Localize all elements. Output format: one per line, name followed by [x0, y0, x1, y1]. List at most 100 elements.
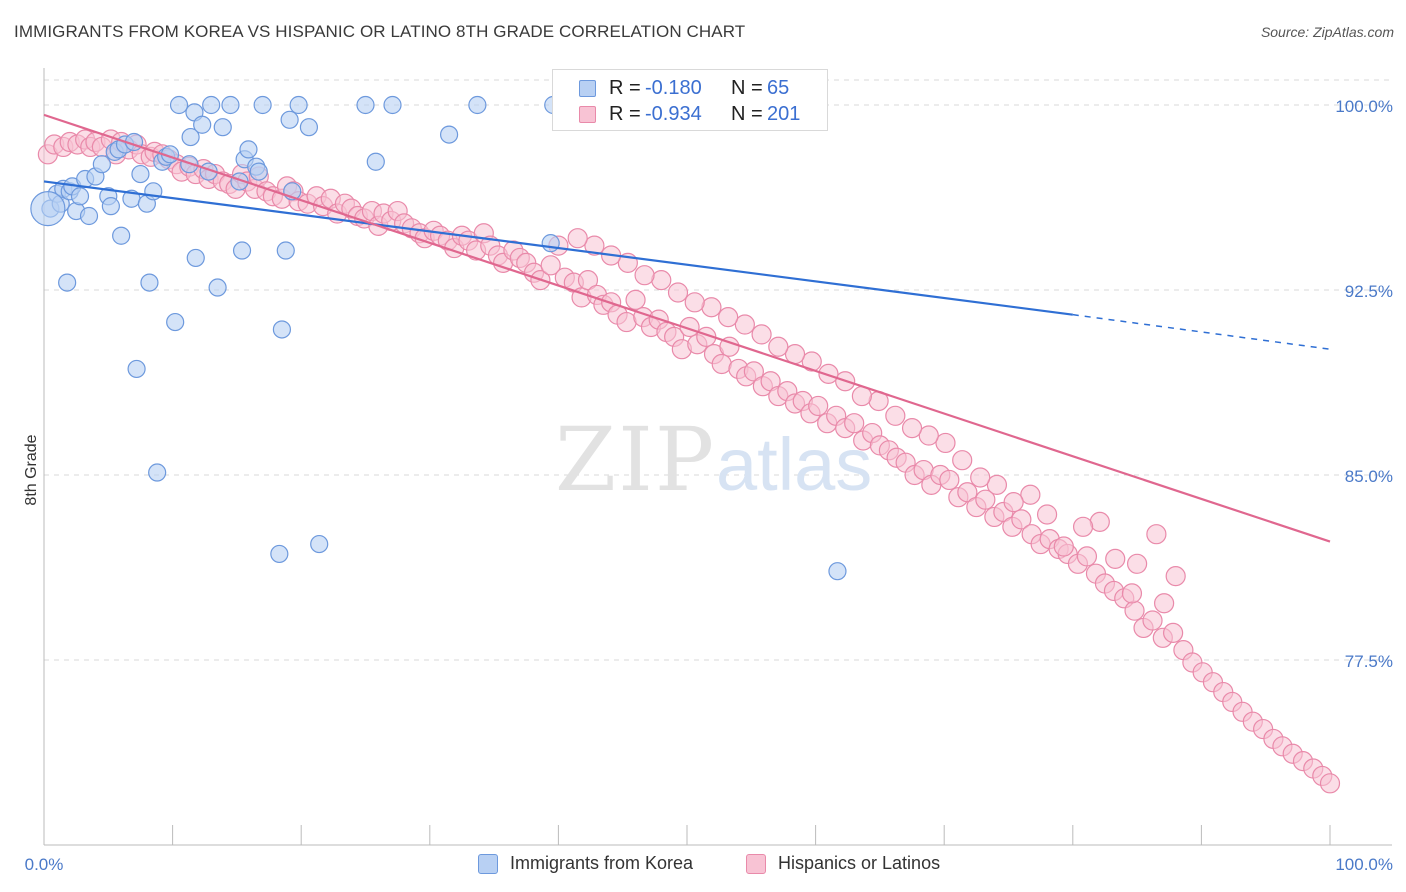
trend-line-hispanics [43, 113, 1331, 543]
point-korea [541, 234, 560, 253]
n-label: N = [731, 103, 763, 125]
point-hispanics [577, 270, 599, 291]
point-hispanics [1124, 600, 1145, 621]
point-hispanics [751, 324, 772, 345]
point-hispanics [1020, 484, 1041, 505]
y-tick-label: 92.5% [1345, 282, 1393, 301]
point-korea [202, 95, 221, 115]
point-hispanics [616, 311, 637, 333]
point-korea [101, 197, 120, 216]
point-hispanics [711, 353, 732, 375]
point-hispanics [768, 336, 789, 357]
n-value: 201 [767, 103, 801, 125]
point-korea [92, 155, 111, 174]
y-axis-title: 8th Grade [23, 434, 40, 505]
point-hispanics [667, 282, 689, 303]
point-hispanics [1053, 536, 1074, 557]
point-hispanics [684, 292, 705, 313]
legend-label: Immigrants from Korea [510, 853, 694, 873]
point-korea [299, 118, 319, 137]
point-hispanics [651, 270, 672, 291]
korea-swatch [478, 854, 498, 874]
n-label: N = [731, 77, 763, 99]
point-korea [276, 241, 295, 260]
point-korea [221, 95, 240, 115]
trend-lines [43, 113, 1331, 543]
trend-line-korea-extension [1072, 313, 1331, 350]
y-tick-label: 100.0% [1335, 97, 1393, 116]
point-hispanics [540, 255, 561, 276]
point-korea [140, 273, 159, 292]
point-hispanics [1076, 546, 1098, 567]
point-korea [468, 95, 487, 115]
point-korea [310, 534, 329, 554]
point-korea [270, 544, 289, 564]
point-hispanics [1003, 492, 1024, 513]
point-korea [127, 359, 146, 379]
y-tick-label: 85.0% [1345, 467, 1393, 486]
point-korea [112, 226, 131, 245]
point-hispanics [1072, 516, 1094, 537]
point-hispanics [1121, 583, 1143, 604]
point-korea [366, 152, 385, 171]
point-hispanics [1011, 509, 1032, 530]
point-hispanics [1319, 773, 1341, 794]
point-korea [58, 273, 77, 292]
chart-title: IMMIGRANTS FROM KOREA VS HISPANIC OR LAT… [14, 22, 746, 41]
tick-labels: 77.5% 85.0% 92.5% 100.0% 0.0% 100.0% [25, 97, 1393, 874]
point-korea [208, 278, 227, 297]
watermark-zip: ZIP [555, 408, 716, 511]
point-korea [383, 95, 402, 115]
point-hispanics [625, 289, 646, 310]
trend-line-korea [43, 180, 1073, 316]
point-hispanics [1089, 511, 1110, 532]
point-hispanics [939, 469, 960, 491]
y-tick-label: 77.5% [1345, 652, 1393, 671]
point-hispanics [808, 395, 829, 417]
point-hispanics [918, 425, 939, 446]
legend-label: Hispanics or Latinos [778, 853, 941, 873]
x-tick-label: 0.0% [25, 855, 64, 874]
r-value: -0.180 [645, 77, 702, 99]
point-hispanics [1154, 593, 1175, 614]
point-korea [186, 248, 205, 268]
point-hispanics [743, 361, 764, 382]
hispanics-swatch [746, 854, 766, 874]
point-korea [439, 125, 459, 144]
point-hispanics [885, 405, 906, 426]
point-korea [280, 110, 299, 129]
point-korea [181, 127, 200, 147]
point-hispanics [634, 265, 655, 286]
point-hispanics [970, 467, 991, 488]
x-tick-label: 100.0% [1335, 855, 1393, 874]
point-korea [232, 241, 252, 260]
point-korea [356, 95, 375, 115]
r-value: -0.934 [645, 103, 702, 125]
point-hispanics [901, 418, 923, 439]
point-hispanics [567, 228, 588, 249]
point-korea [169, 95, 189, 115]
point-hispanics [1146, 524, 1167, 545]
point-hispanics [957, 482, 978, 503]
point-korea [828, 562, 847, 581]
series-korea-points [30, 95, 847, 581]
point-hispanics [718, 307, 739, 328]
point-korea [148, 463, 167, 482]
point-hispanics [935, 432, 956, 454]
point-hispanics [1126, 553, 1148, 574]
r-label: R = [609, 77, 641, 99]
point-hispanics [1105, 548, 1126, 569]
point-korea [239, 140, 258, 159]
hispanics-swatch [579, 106, 596, 123]
point-korea [166, 312, 185, 332]
point-hispanics [701, 297, 722, 318]
r-label: R = [609, 103, 641, 125]
stats-row-hispanics: R = -0.934 N = 201 [553, 102, 827, 128]
point-korea [289, 95, 308, 115]
point-hispanics [1163, 622, 1184, 643]
stats-legend: R = -0.180 N = 65 R = -0.934 N = 201 [552, 69, 828, 131]
point-hispanics [952, 450, 973, 471]
point-hispanics [1142, 610, 1163, 631]
n-value: 65 [767, 77, 790, 99]
